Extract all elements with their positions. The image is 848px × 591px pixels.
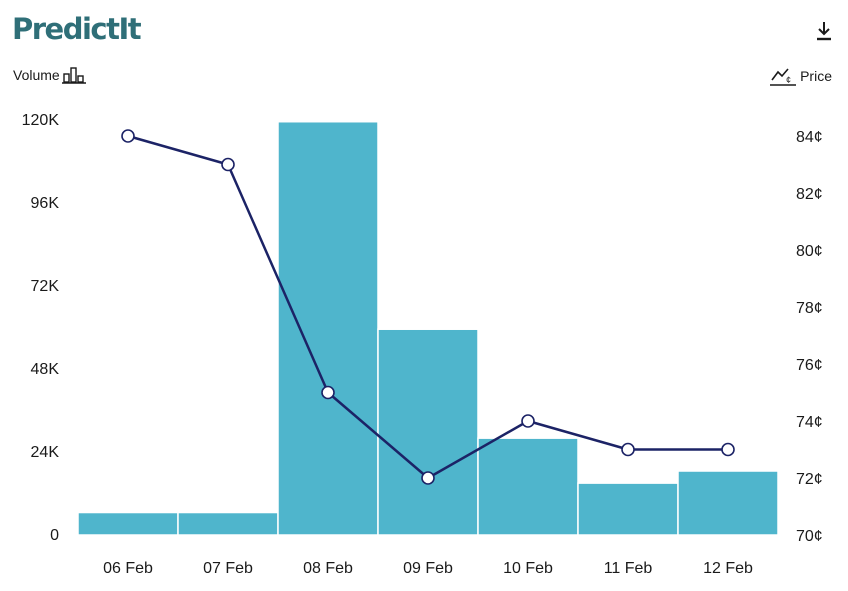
right-axis-tick-label: 82¢ <box>796 186 823 203</box>
volume-bar[interactable] <box>377 328 479 536</box>
x-axis-tick-label: 06 Feb <box>103 560 153 577</box>
price-point[interactable] <box>521 414 535 428</box>
price-point[interactable] <box>121 129 135 143</box>
bar-chart-icon <box>61 67 86 84</box>
volume-bar[interactable] <box>577 482 679 536</box>
volume-bar[interactable] <box>277 120 379 536</box>
left-axis-tick-label: 48K <box>31 361 60 378</box>
volume-bar[interactable] <box>677 470 779 536</box>
left-axis-tick-label: 120K <box>22 112 60 129</box>
x-axis-tick-label: 11 Feb <box>604 560 653 577</box>
x-axis-tick-label: 12 Feb <box>703 560 753 577</box>
svg-text:¢: ¢ <box>786 75 791 85</box>
right-axis-tick-label: 70¢ <box>796 528 823 545</box>
price-line-group <box>121 129 735 485</box>
volume-bars <box>77 120 779 536</box>
left-axis-ticks: 0 24K 48K 72K 96K 120K <box>22 112 60 544</box>
x-axis-tick-label: 07 Feb <box>203 560 253 577</box>
price-point[interactable] <box>721 442 735 457</box>
x-axis-tick-label: 08 Feb <box>303 560 353 577</box>
price-point[interactable] <box>621 442 635 457</box>
volume-bar[interactable] <box>477 437 579 536</box>
download-icon[interactable] <box>814 20 834 42</box>
price-point[interactable] <box>421 471 435 485</box>
x-axis-tick-label: 09 Feb <box>403 560 453 577</box>
left-axis-tick-label: 96K <box>31 195 60 212</box>
right-axis-tick-label: 84¢ <box>796 129 823 146</box>
left-axis-tick-label: 0 <box>50 527 59 544</box>
x-axis-ticks: 06 Feb 07 Feb 08 Feb 09 Feb 10 Feb 11 Feb 12 F… <box>103 560 753 577</box>
volume-bar[interactable] <box>77 511 179 536</box>
price-line-icon: ¢ <box>770 68 797 86</box>
predictit-logo: PredictIt <box>12 12 142 46</box>
right-axis-tick-label: 76¢ <box>796 357 823 374</box>
right-axis-tick-label: 72¢ <box>796 471 823 488</box>
left-axis-tick-label: 72K <box>31 278 60 295</box>
volume-label-text: Volume <box>13 67 60 83</box>
right-axis-tick-label: 74¢ <box>796 414 823 431</box>
right-axis-ticks: 70¢ 72¢ 74¢ 76¢ 78¢ 80¢ 82¢ 84¢ <box>796 129 823 545</box>
price-axis-label: ¢ Price <box>770 66 832 86</box>
right-axis-tick-label: 78¢ <box>796 300 823 317</box>
volume-axis-label: Volume <box>13 66 86 84</box>
price-point[interactable] <box>221 157 235 172</box>
left-axis-tick-label: 24K <box>31 444 60 461</box>
volume-bar[interactable] <box>177 511 279 536</box>
price-label-text: Price <box>800 68 832 84</box>
price-point[interactable] <box>321 385 335 400</box>
x-axis-tick-label: 10 Feb <box>503 560 553 577</box>
right-axis-tick-label: 80¢ <box>796 243 823 260</box>
